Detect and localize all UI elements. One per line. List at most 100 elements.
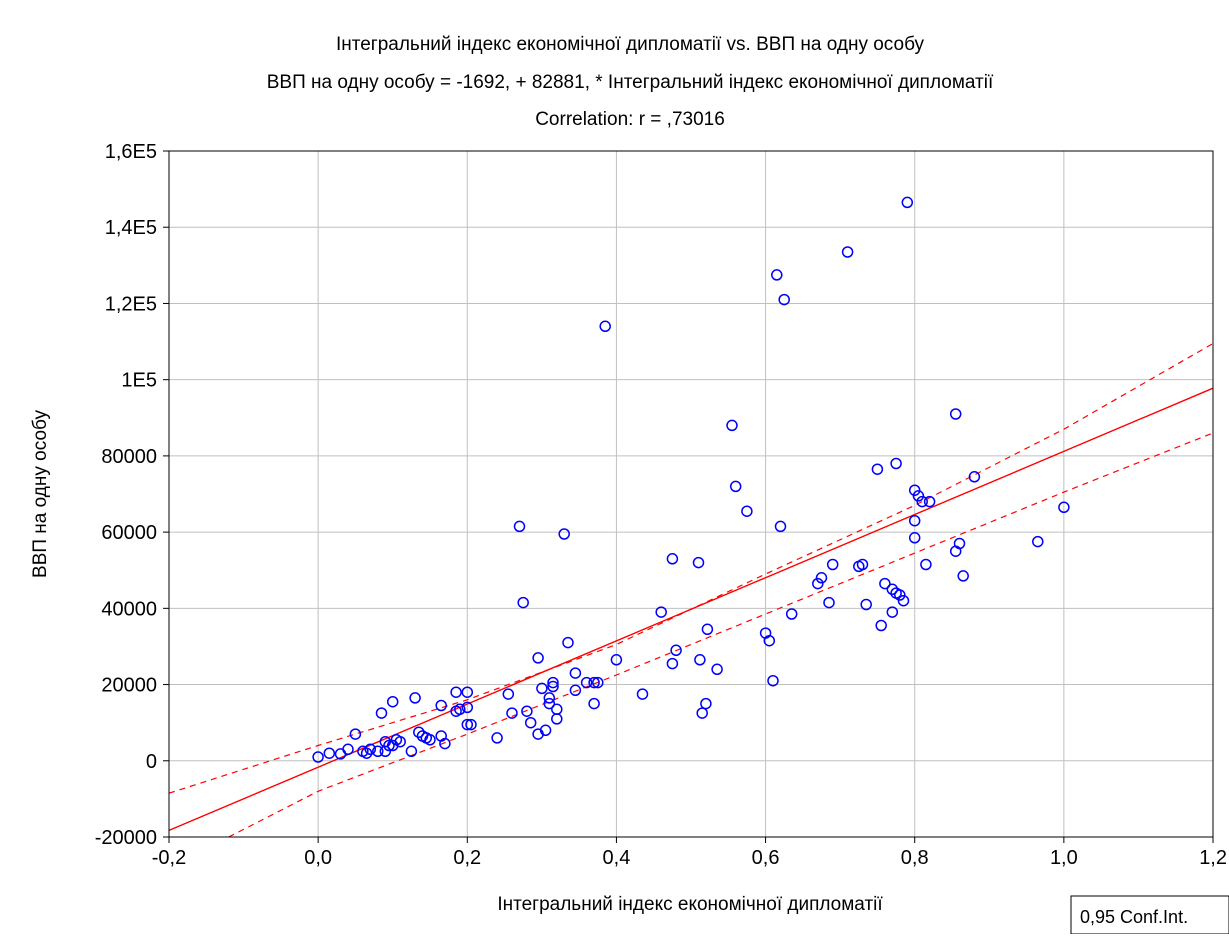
data-point [908, 532, 921, 544]
data-point [375, 707, 388, 719]
data-point [920, 558, 932, 571]
data-point [916, 495, 928, 508]
data-point [562, 636, 574, 649]
data-point [890, 457, 902, 470]
correlation-label: Correlation: r = ,73016 [535, 109, 725, 130]
data-point [860, 598, 872, 611]
data-point [439, 737, 451, 750]
y-tick-label: -20000 [95, 827, 157, 849]
data-point [461, 718, 474, 731]
data-point [670, 644, 682, 657]
data-point [923, 495, 936, 508]
data-point [968, 471, 981, 483]
x-tick-label: 0,2 [453, 847, 481, 869]
legend-label-confidence: 0,95 Conf.Int. [1080, 907, 1188, 927]
data-point [610, 654, 623, 666]
data-point [413, 726, 425, 738]
data-point [521, 705, 533, 717]
data-point [823, 596, 835, 609]
data-point [539, 724, 552, 737]
regression-line [168, 387, 1214, 832]
data-point [774, 520, 787, 533]
data-point [666, 553, 679, 565]
y-axis-label: ВВП на одну особу [30, 410, 51, 578]
x-tick-label: 0,0 [304, 847, 332, 869]
data-point [771, 269, 783, 281]
data-point [372, 745, 384, 758]
data-point [532, 652, 544, 664]
data-point [763, 634, 776, 647]
data-point [815, 572, 828, 584]
data-point [323, 747, 336, 759]
data-point [383, 739, 395, 752]
y-tick-label: 20000 [101, 675, 157, 697]
y-tick-label: 1,6E5 [105, 141, 157, 163]
data-point [536, 682, 548, 695]
data-point [524, 716, 537, 729]
data-point [700, 697, 712, 710]
data-point [386, 695, 399, 708]
data-point [506, 707, 518, 719]
data-point [655, 606, 667, 618]
data-point [551, 703, 563, 716]
data-point [957, 570, 969, 582]
data-point [729, 480, 742, 493]
data-point [908, 484, 921, 496]
x-tick-label: 0,4 [603, 847, 631, 869]
x-axis-label: Інтегральний індекс економічної дипломат… [497, 894, 883, 915]
confidence-band-lower [228, 432, 1214, 838]
data-point [856, 558, 869, 571]
plot-area-frame [168, 150, 1214, 838]
data-point [711, 663, 723, 676]
data-point [461, 701, 474, 714]
data-point [513, 520, 526, 533]
data-point [450, 686, 462, 698]
data-point [599, 320, 611, 333]
legend: 0,95 Conf.Int. [1070, 895, 1229, 935]
data-point [360, 747, 373, 759]
confidence-band-upper [168, 342, 1214, 794]
chart-subtitle: ВВП на одну особу = -1692, + 82881, * Ін… [267, 72, 994, 93]
data-point [580, 676, 593, 689]
x-tick-label: 0,8 [901, 847, 929, 869]
data-point [465, 718, 477, 731]
data-point [953, 537, 966, 550]
data-point [491, 732, 503, 744]
data-point [312, 751, 324, 763]
data-point [349, 728, 362, 740]
data-point [879, 577, 891, 590]
data-point [543, 697, 556, 710]
data-point [897, 594, 910, 607]
x-tick-label: 0,6 [752, 847, 780, 869]
data-point [875, 619, 887, 632]
data-point [694, 654, 706, 666]
data-point [435, 699, 447, 712]
data-point [901, 196, 914, 209]
data-point [1032, 535, 1044, 548]
data-point [636, 688, 649, 700]
data-point [588, 676, 600, 689]
x-tick-label: 1,2 [1199, 847, 1227, 869]
data-point [741, 505, 753, 517]
data-point [1058, 501, 1070, 514]
data-point [696, 707, 708, 719]
data-point [547, 680, 559, 693]
data-point [666, 657, 679, 670]
data-point [517, 596, 529, 609]
data-point [409, 692, 421, 704]
data-point [949, 408, 962, 420]
data-point [588, 697, 600, 710]
data-point [379, 745, 392, 758]
data-point [692, 556, 705, 569]
data-point [841, 246, 854, 258]
data-point [461, 686, 474, 698]
x-tick-label: 1,0 [1050, 847, 1078, 869]
data-point [569, 667, 582, 679]
data-point [405, 745, 418, 758]
data-point [551, 713, 563, 725]
data-point [364, 743, 377, 756]
x-tick-label: -0,2 [152, 847, 186, 869]
data-point [778, 293, 790, 306]
